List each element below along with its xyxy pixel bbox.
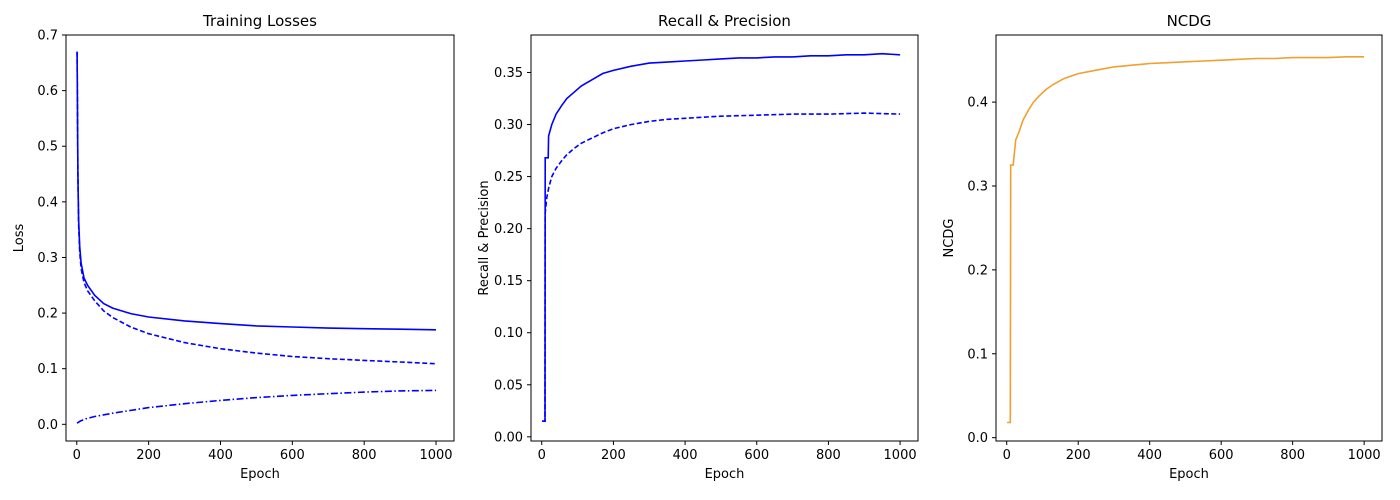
y-tick-label: 0.2 (967, 263, 988, 278)
y-tick-label: 0.30 (494, 118, 523, 133)
x-tick-label: 600 (1209, 448, 1234, 463)
plot-frame (65, 34, 455, 442)
chart-panel-3: 0 200 400 600 800 1000 0.0 0.1 0.2 0.3 0.4 NCDG Epoc… (942, 12, 1383, 482)
y-tick-label: 0.0 (967, 431, 988, 446)
x-axis-label: Epoch (705, 467, 745, 482)
x-tick-label: 600 (280, 448, 305, 463)
y-tick-label: 0.1 (37, 362, 58, 377)
y-tick-label: 0.15 (494, 274, 523, 289)
plot-frame (530, 34, 919, 442)
x-tick-label: 200 (601, 448, 626, 463)
y-tick-label: 0.25 (494, 170, 523, 185)
chart-title: Training Losses (202, 12, 317, 30)
x-tick-label: 800 (352, 448, 377, 463)
y-tick-label: 0.3 (967, 179, 988, 194)
x-tick-label: 200 (136, 448, 161, 463)
x-axis-label: Epoch (240, 467, 280, 482)
chart-panel-2: 0 200 400 600 800 1000 0.00 0.05 0.10 0.15 0.20 0.2… (477, 12, 919, 482)
y-tick-label: 0.05 (494, 378, 523, 393)
y-tick-label: 0.7 (37, 29, 58, 44)
y-tick-label: 0.2 (37, 307, 58, 322)
x-tick-label: 800 (816, 448, 841, 463)
series-line-3 (76, 389, 437, 424)
x-tick-label: 600 (744, 448, 769, 463)
y-tick-label: 0.4 (967, 96, 988, 111)
y-tick-label: 0.3 (37, 251, 58, 266)
y-tick-label: 0.00 (494, 430, 523, 445)
series-line-1 (1007, 55, 1365, 424)
x-tick-label: 0 (538, 448, 546, 463)
x-tick-label: 1000 (419, 448, 452, 463)
y-tick-label: 0.10 (494, 326, 523, 341)
series-line-1 (76, 51, 437, 331)
y-tick-label: 0.20 (494, 222, 523, 237)
series-line-2 (542, 112, 901, 423)
x-tick-label: 1000 (884, 448, 917, 463)
x-tick-label: 0 (1003, 448, 1011, 463)
chart-title: NCDG (1167, 12, 1212, 30)
y-tick-label: 0.35 (494, 66, 523, 81)
x-tick-label: 0 (73, 448, 81, 463)
x-tick-label: 400 (1137, 448, 1162, 463)
x-tick-label: 800 (1280, 448, 1305, 463)
y-tick-label: 0.0 (37, 418, 58, 433)
x-axis-label: Epoch (1169, 467, 1209, 482)
x-tick-label: 200 (1066, 448, 1091, 463)
y-axis-label: Loss (12, 224, 27, 253)
x-tick-label: 400 (208, 448, 233, 463)
y-tick-label: 0.6 (37, 84, 58, 99)
x-tick-label: 400 (673, 448, 698, 463)
y-axis-label: Recall & Precision (477, 180, 492, 295)
y-tick-label: 0.4 (37, 195, 58, 210)
series-line-2 (76, 51, 437, 365)
series-line-1 (542, 52, 901, 423)
plot-frame (995, 34, 1383, 442)
x-tick-label: 1000 (1348, 448, 1381, 463)
chart-panel-1: 0 200 400 600 800 1000 0.0 0.1 0.2 0.3 0.4 0.5 0.6 0.… (12, 12, 455, 482)
y-tick-label: 0.1 (967, 347, 988, 362)
y-axis-label: NCDG (942, 219, 957, 258)
chart-title: Recall & Precision (658, 12, 791, 30)
y-tick-label: 0.5 (37, 140, 58, 155)
